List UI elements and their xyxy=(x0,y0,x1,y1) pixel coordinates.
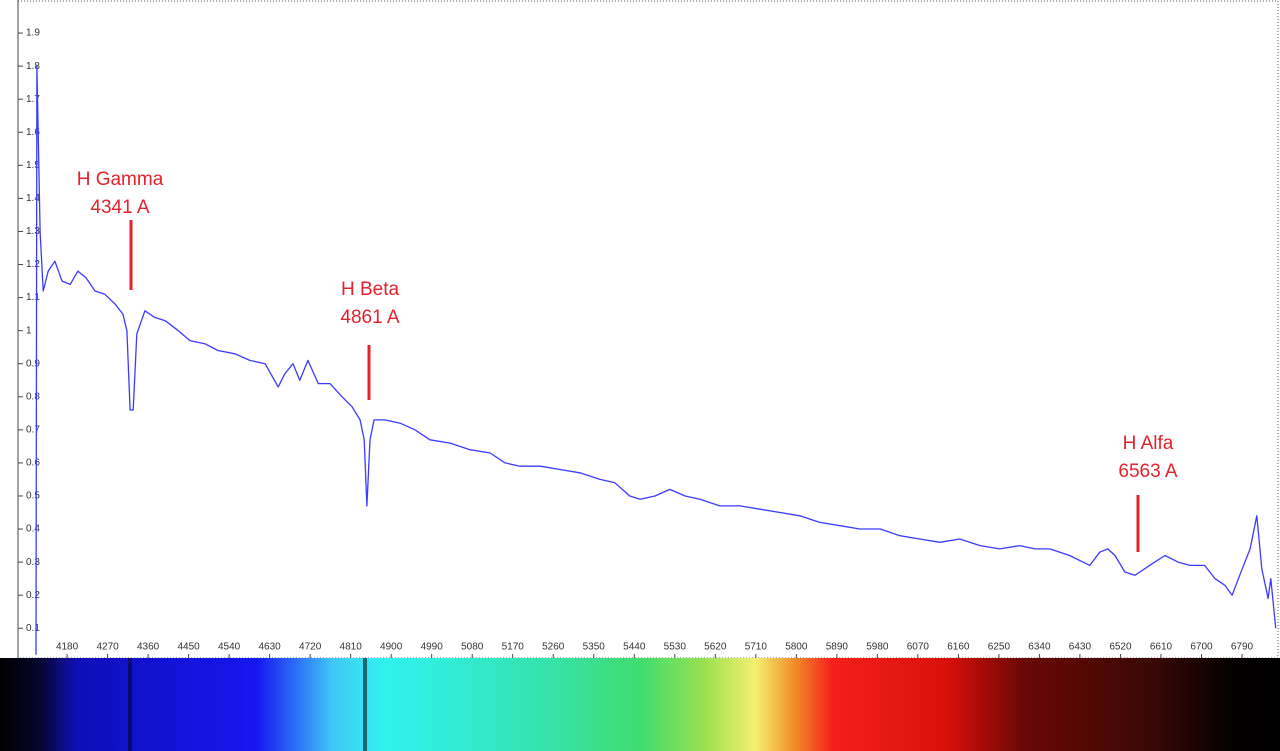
x-tick-label: 6610 xyxy=(1150,642,1173,653)
page: 0.1 0.2 0.3 0.4 0.5 0.6 0.7 0.8 0.9 1 1.1 1.2 1.3 1.4… xyxy=(0,0,1280,751)
y-tick-label: 1.3 xyxy=(26,226,40,237)
x-tick-label: 5440 xyxy=(623,642,646,653)
y-tick-label: 0.9 xyxy=(26,358,40,369)
annotation-sublabel: 4341 A xyxy=(90,197,149,218)
annotation-label: H Alfa xyxy=(1123,433,1174,454)
x-tick-label: 4990 xyxy=(421,642,444,653)
x-tick-label: 6340 xyxy=(1028,642,1051,653)
y-tick-label: 1 xyxy=(26,325,32,336)
x-tick-label: 5080 xyxy=(461,642,484,653)
y-tick-label: 0.4 xyxy=(26,524,40,535)
x-tick-label: 5170 xyxy=(502,642,525,653)
x-tick-label: 4270 xyxy=(96,642,119,653)
y-tick-label: 0.8 xyxy=(26,391,40,402)
x-tick-label: 5710 xyxy=(745,642,768,653)
x-tick-label: 6160 xyxy=(947,642,970,653)
y-tick-label: 1.9 xyxy=(26,28,40,39)
y-tick-label: 0.1 xyxy=(26,623,40,634)
background xyxy=(0,0,1280,751)
x-tick-label: 5620 xyxy=(704,642,727,653)
annotation-label: H Beta xyxy=(341,279,400,300)
x-tick-label: 4450 xyxy=(177,642,200,653)
x-tick-label: 5260 xyxy=(542,642,565,653)
chart: 0.1 0.2 0.3 0.4 0.5 0.6 0.7 0.8 0.9 1 1.1 1.2 1.3 1.4… xyxy=(0,0,1280,751)
annotation-sublabel: 4861 A xyxy=(340,307,399,328)
y-tick-label: 1.8 xyxy=(26,61,40,72)
y-tick-label: 0.2 xyxy=(26,590,40,601)
x-tick-label: 5350 xyxy=(583,642,606,653)
x-tick-label: 5980 xyxy=(866,642,889,653)
x-tick-label: 4180 xyxy=(56,642,79,653)
x-tick-label: 6790 xyxy=(1231,642,1254,653)
x-tick-label: 4900 xyxy=(380,642,403,653)
x-tick-label: 5890 xyxy=(826,642,849,653)
y-tick-label: 1.4 xyxy=(26,193,40,204)
x-tick-label: 6430 xyxy=(1069,642,1092,653)
absorption-line xyxy=(363,658,367,751)
x-tick-label: 5530 xyxy=(664,642,687,653)
x-tick-label: 4630 xyxy=(259,642,282,653)
x-tick-label: 6520 xyxy=(1109,642,1132,653)
x-tick-label: 4810 xyxy=(340,642,363,653)
x-tick-label: 6250 xyxy=(988,642,1011,653)
x-tick-label: 4720 xyxy=(299,642,322,653)
x-tick-label: 4360 xyxy=(137,642,160,653)
x-tick-label: 6070 xyxy=(907,642,930,653)
spectrum-strip xyxy=(0,658,1280,751)
x-tick-label: 4540 xyxy=(218,642,241,653)
y-tick-label: 0.7 xyxy=(26,424,40,435)
y-tick-label: 1.1 xyxy=(26,292,40,303)
y-tick-label: 0.3 xyxy=(26,557,40,568)
y-tick-label: 1.2 xyxy=(26,259,40,270)
annotation-sublabel: 6563 A xyxy=(1118,461,1177,482)
annotation-label: H Gamma xyxy=(77,169,164,190)
absorption-line xyxy=(128,658,132,751)
x-tick-label: 5800 xyxy=(785,642,808,653)
x-tick-label: 6700 xyxy=(1190,642,1213,653)
y-tick-label: 0.5 xyxy=(26,491,40,502)
y-tick-label: 0.6 xyxy=(26,458,40,469)
